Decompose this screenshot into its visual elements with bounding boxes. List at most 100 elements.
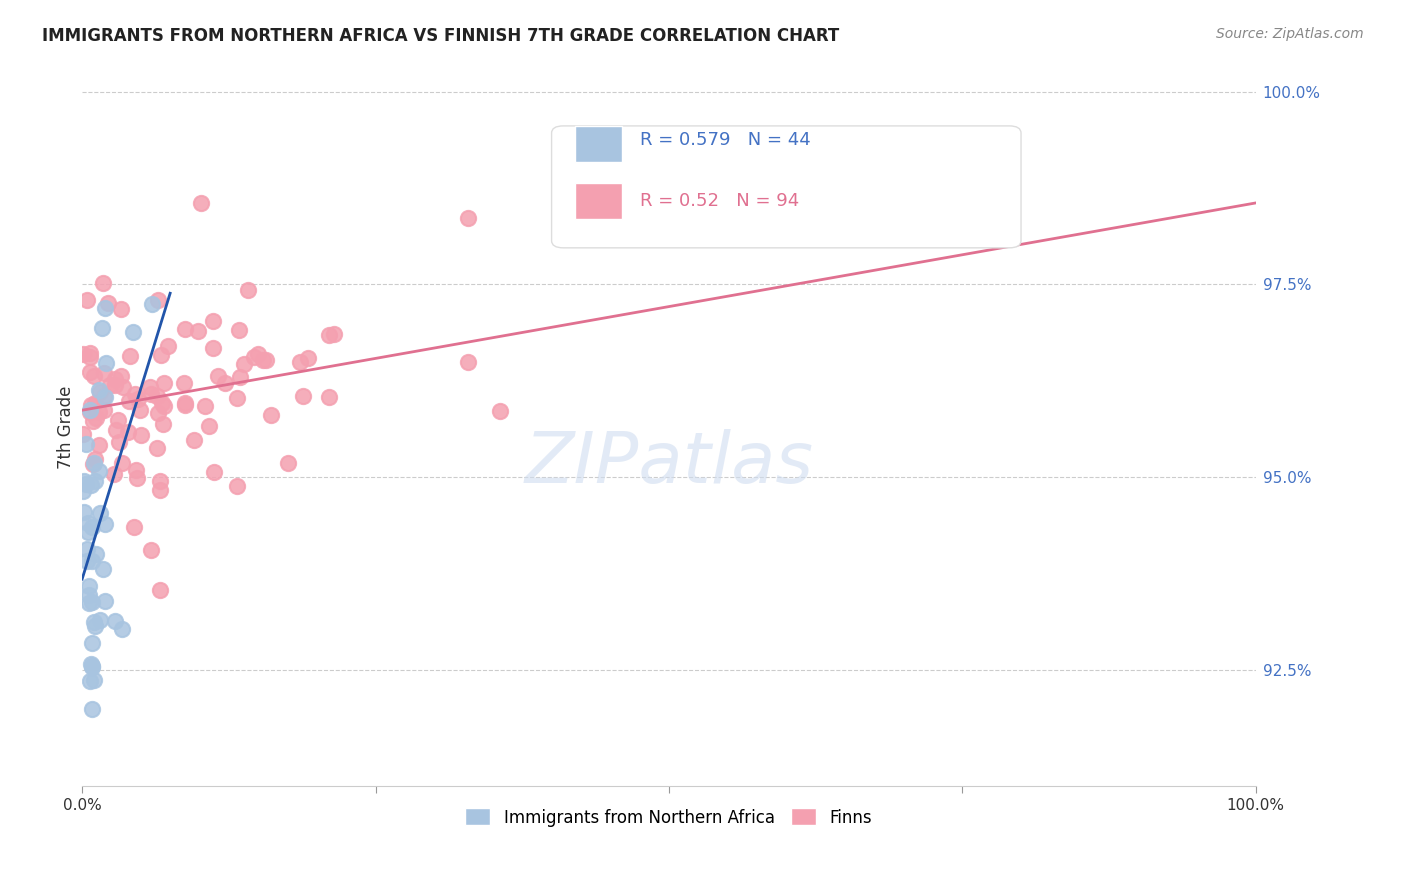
Text: ZIPatlas: ZIPatlas [524, 428, 814, 498]
Point [79, 403, 101, 417]
Point [247, 347, 270, 361]
Point [93, 367, 115, 381]
Point [77, 525, 100, 540]
Point [292, 388, 315, 402]
Point [104, 378, 127, 392]
Point [194, 400, 217, 414]
Point [93, 301, 115, 315]
Point [76, 541, 98, 556]
Point [228, 323, 250, 337]
Point [84, 396, 107, 410]
Point [77, 516, 100, 530]
Point [80, 478, 103, 492]
Text: Source: ZipAtlas.com: Source: ZipAtlas.com [1216, 27, 1364, 41]
Point [110, 622, 132, 636]
Point [225, 392, 247, 406]
Point [79, 404, 101, 418]
Point [110, 302, 132, 317]
Point [150, 395, 173, 409]
Point [105, 423, 128, 437]
Point [145, 441, 167, 455]
Point [83, 673, 105, 687]
Point [83, 369, 105, 384]
Point [80, 701, 103, 715]
Point [122, 325, 145, 339]
Point [323, 326, 346, 341]
Point [146, 293, 169, 308]
Point [82, 659, 104, 673]
Point [84, 411, 107, 425]
Point [84, 547, 107, 561]
Point [89, 385, 111, 400]
Point [117, 425, 139, 440]
Point [131, 428, 153, 442]
Point [75, 477, 97, 491]
Point [79, 674, 101, 689]
Point [127, 392, 149, 406]
Point [77, 588, 100, 602]
Point [87, 464, 110, 478]
Point [91, 562, 114, 576]
Point [229, 370, 252, 384]
Point [87, 404, 110, 418]
Point [112, 379, 135, 393]
Point [107, 413, 129, 427]
Point [457, 211, 479, 226]
Point [297, 351, 319, 365]
Point [104, 614, 127, 628]
Point [89, 383, 111, 397]
Point [82, 414, 104, 428]
Point [174, 398, 197, 412]
Point [79, 365, 101, 379]
Point [82, 457, 104, 471]
Point [84, 619, 107, 633]
Point [152, 417, 174, 432]
Point [91, 321, 114, 335]
Point [72, 426, 94, 441]
Point [254, 353, 277, 368]
Point [76, 293, 98, 307]
Point [149, 483, 172, 497]
Point [138, 380, 160, 394]
Point [94, 390, 117, 404]
Point [124, 387, 146, 401]
Point [72, 483, 94, 498]
Point [80, 595, 103, 609]
Point [84, 475, 107, 489]
Point [153, 399, 176, 413]
Point [83, 456, 105, 470]
Point [232, 357, 254, 371]
Point [72, 347, 94, 361]
Point [125, 471, 148, 485]
Point [201, 314, 224, 328]
Bar [575, 126, 621, 161]
Point [141, 542, 163, 557]
Point [207, 369, 229, 384]
Point [76, 554, 98, 568]
Point [242, 350, 264, 364]
Point [226, 479, 249, 493]
Text: R = 0.579   N = 44: R = 0.579 N = 44 [640, 131, 810, 149]
Point [187, 324, 209, 338]
Point [252, 352, 274, 367]
Point [89, 506, 111, 520]
Bar [575, 183, 621, 219]
Point [79, 350, 101, 364]
Point [277, 456, 299, 470]
Point [82, 554, 104, 568]
Point [173, 322, 195, 336]
Point [139, 386, 162, 401]
Legend: Immigrants from Northern Africa, Finns: Immigrants from Northern Africa, Finns [457, 800, 880, 835]
Point [173, 396, 195, 410]
Point [288, 355, 311, 369]
Point [153, 376, 176, 391]
Text: R = 0.52   N = 94: R = 0.52 N = 94 [640, 192, 799, 211]
Point [318, 327, 340, 342]
Point [457, 355, 479, 369]
Point [111, 456, 134, 470]
Point [110, 368, 132, 383]
FancyBboxPatch shape [551, 126, 1021, 248]
Point [75, 437, 97, 451]
Point [118, 394, 141, 409]
Point [104, 372, 127, 386]
